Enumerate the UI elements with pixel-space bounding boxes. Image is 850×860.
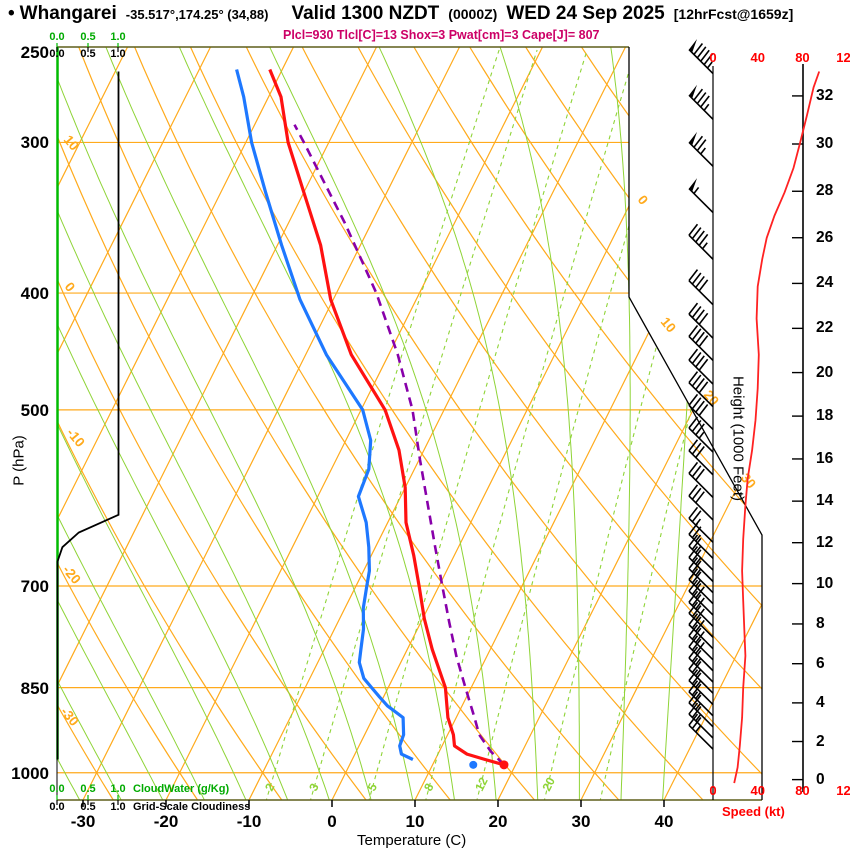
height-tick-label: 24 <box>816 274 834 292</box>
height-tick-label: 32 <box>816 86 834 104</box>
pressure-axis-title: P (hPa) <box>10 435 28 486</box>
speed-tick-label-top: 80 <box>795 50 810 65</box>
height-tick-label: 12 <box>816 533 834 551</box>
valid-time: Valid 1300 NZDT <box>291 3 440 24</box>
station-bullet: • <box>8 3 15 24</box>
cloudwater-scale-value-top: 0.5 <box>80 31 96 43</box>
height-tick-label: 0 <box>816 770 825 788</box>
mixing-ratio-label: 20 <box>539 775 558 794</box>
temperature-tick-label: 0 <box>327 812 337 831</box>
speed-tick-label-bottom: 80 <box>795 783 810 798</box>
parcel-curve <box>293 124 505 766</box>
station-name: Whangarei <box>19 3 117 24</box>
wind-speed-curve <box>733 71 821 784</box>
cloudiness-scale-title: Grid-Scale Cloudiness <box>133 801 251 813</box>
speed-tick-label-bottom: 0 <box>709 783 717 798</box>
wind-barbs <box>688 39 714 750</box>
forecast-tag: [12hrFcst@1659z] <box>673 6 794 22</box>
speed-tick-label-bottom: 120 <box>836 783 850 798</box>
cloudwater-scale-value-bottom: 0.5 <box>80 783 96 795</box>
temperature-tick-label: 10 <box>405 812 425 831</box>
grid-lines <box>57 47 762 800</box>
speed-tick-label-top: 40 <box>750 50 765 65</box>
height-axis-title: Height (1000 Feet) <box>729 375 747 502</box>
height-tick-label: 8 <box>816 614 825 632</box>
dry-adiabat-label: -10 <box>64 425 88 450</box>
valid-date: WED 24 Sep 2025 <box>506 3 665 24</box>
cloudiness-scale-value-top: 1.0 <box>110 48 126 60</box>
pressure-tick-label: 500 <box>20 400 49 420</box>
cloudiness-scale-value-top: 0.5 <box>80 48 96 60</box>
cloudwater-scale-value-bottom: 0.0 <box>49 783 65 795</box>
station-coords: -35.517°,174.25° (34,88) <box>125 7 269 22</box>
height-tick-label: 28 <box>816 182 834 200</box>
surface-temp-dot <box>499 760 509 770</box>
mixing-ratio-label: 3 <box>306 781 322 794</box>
temperature-tick-label: 40 <box>654 812 674 831</box>
dry-adiabat-label: 0 <box>62 279 78 294</box>
height-tick-label: 22 <box>816 319 834 337</box>
cloudwater-scale-value-top: 0.0 <box>49 31 65 43</box>
cloudiness-profile <box>56 71 120 760</box>
speed-tick-label-top: 0 <box>709 50 717 65</box>
isotherm-label: 10 <box>658 314 679 335</box>
isotherm-label: 0 <box>635 192 651 207</box>
height-tick-label: 6 <box>816 654 825 672</box>
mixing-ratio-label: 8 <box>421 781 437 794</box>
temperature-tick-label: -20 <box>153 812 179 831</box>
height-tick-label: 30 <box>816 135 834 152</box>
temperature-curve <box>268 68 505 767</box>
temperature-tick-label: 20 <box>488 812 508 831</box>
stability-params-line: Plcl=930 Tlcl[C]=13 Shox=3 Pwat[cm]=3 Ca… <box>283 28 600 42</box>
height-tick-label: 26 <box>816 228 834 246</box>
cloudwater-scale-value-bottom: 1.0 <box>110 783 126 795</box>
temperature-tick-label: -10 <box>236 812 262 831</box>
cloudwater-scale-value-top: 1.0 <box>110 31 126 43</box>
height-tick-label: 20 <box>816 363 834 381</box>
height-tick-label: 14 <box>816 492 834 510</box>
cloudiness-scale-value-top: 0.0 <box>49 48 65 60</box>
mixing-ratio-label: 5 <box>365 781 381 794</box>
mixing-ratio-label: 12 <box>472 775 491 794</box>
height-tick-label: 16 <box>816 449 834 467</box>
pressure-tick-label: 300 <box>20 133 49 153</box>
pressure-tick-label: 850 <box>20 678 49 698</box>
pressure-tick-label: 400 <box>20 284 49 304</box>
cloudiness-scale-value-bottom: 0.5 <box>80 801 96 813</box>
dewpoint-curve <box>235 69 414 761</box>
temperature-tick-label: -30 <box>70 812 96 831</box>
cloudiness-scale-value-bottom: 0.0 <box>49 801 65 813</box>
valid-zulu: (0000Z) <box>448 6 498 22</box>
surface-dewpoint-dot <box>469 760 478 769</box>
dry-adiabat-label: -20 <box>60 562 84 587</box>
speed-tick-label-bottom: 40 <box>750 783 765 798</box>
height-tick-label: 2 <box>816 732 825 750</box>
temperature-axis-title: Temperature (C) <box>357 832 467 849</box>
cloudiness-scale-value-bottom: 1.0 <box>110 801 126 813</box>
pressure-tick-label: 250 <box>20 43 49 62</box>
chart-title: • Whangarei -35.517°,174.25° (34,88) Val… <box>8 3 793 25</box>
isotherm-label: 20 <box>701 387 722 408</box>
height-tick-label: 18 <box>816 407 834 425</box>
cloudwater-scale-title: CloudWater (g/Kg) <box>133 783 230 795</box>
height-tick-label: 4 <box>816 693 825 711</box>
dry-adiabat-label: 10 <box>61 132 82 153</box>
speed-axis-title: Speed (kt) <box>722 804 785 819</box>
pressure-tick-label: 700 <box>20 577 49 596</box>
temperature-tick-label: 30 <box>571 812 591 831</box>
height-tick-label: 10 <box>816 574 834 592</box>
dry-adiabat-label: -30 <box>58 704 82 729</box>
pressure-tick-label: 1000 <box>11 763 49 783</box>
speed-tick-label-top: 120 <box>836 50 850 65</box>
